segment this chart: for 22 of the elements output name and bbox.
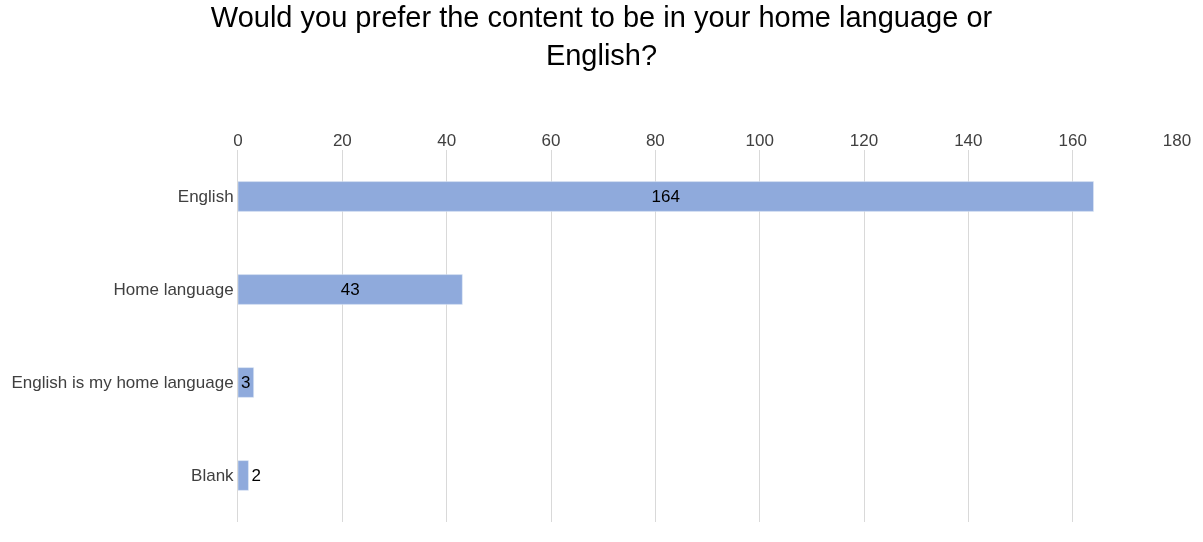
x-tick-label: 60 [541, 130, 561, 150]
bar [238, 460, 249, 491]
x-tick-label: 0 [233, 130, 243, 150]
x-tick-label: 140 [954, 130, 983, 150]
data-label: 164 [651, 187, 680, 206]
y-tick-label: Blank [191, 466, 235, 486]
x-tick-label: 100 [745, 130, 774, 150]
y-tick-label: English [177, 187, 234, 207]
x-tick-label: 20 [332, 130, 352, 150]
bar [238, 274, 463, 305]
x-tick-label: 40 [437, 130, 457, 150]
bar [238, 181, 1094, 212]
y-tick-label: English is my home language [11, 373, 234, 393]
data-label: 43 [340, 280, 360, 299]
data-label: 3 [241, 373, 251, 392]
x-tick-label: 180 [1162, 130, 1192, 150]
x-tick-label: 160 [1058, 130, 1087, 150]
y-tick-label: Home language [113, 280, 234, 300]
x-tick-label: 120 [849, 130, 879, 150]
chart-title: Would you prefer the content to be in your home language or English? [210, 1, 993, 71]
data-label: 2 [251, 466, 261, 485]
x-tick-label: 80 [645, 130, 665, 150]
